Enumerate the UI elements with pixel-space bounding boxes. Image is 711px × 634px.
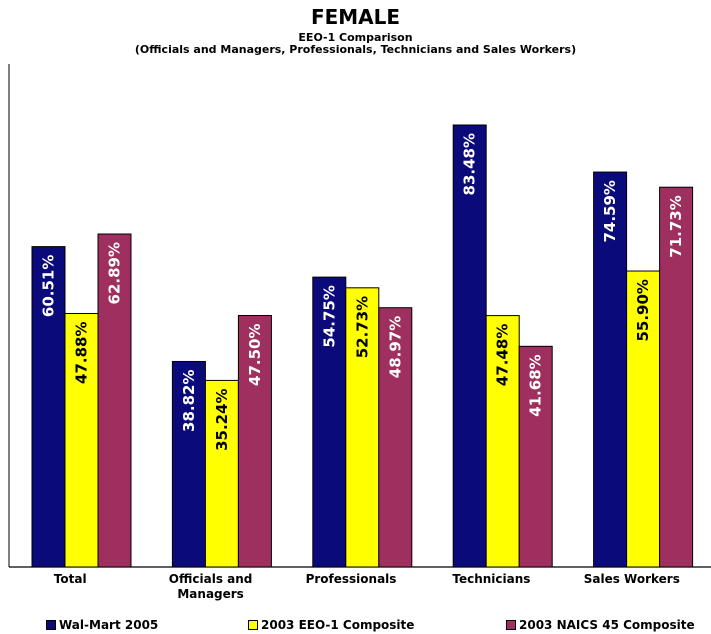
bar: [659, 186, 694, 568]
bar: [97, 233, 132, 568]
legend-swatch: [506, 620, 516, 630]
bar: [237, 315, 272, 568]
legend-item-eeo1-composite: 2003 EEO-1 Composite: [248, 618, 414, 632]
bar: [485, 315, 520, 568]
chart-subtitle: EEO-1 Comparison: [298, 31, 413, 44]
data-label: 74.59%: [601, 180, 619, 242]
legend-item-naics45-composite: 2003 NAICS 45 Composite: [506, 618, 695, 632]
bar: [31, 246, 66, 568]
x-tick-label: Managers: [177, 587, 243, 601]
x-tick-label: Officials and: [169, 572, 253, 586]
bar: [64, 312, 99, 568]
data-label: 38.82%: [180, 369, 198, 431]
bar: [626, 270, 661, 568]
data-label: 54.75%: [320, 285, 338, 347]
legend-label: 2003 EEO-1 Composite: [261, 618, 415, 632]
data-label: 41.68%: [527, 354, 545, 416]
bar: [378, 307, 413, 568]
legend-swatch: [46, 620, 56, 630]
bar: [204, 379, 239, 568]
legend-swatch: [248, 620, 258, 630]
legend-item-walmart-2005: Wal-Mart 2005: [46, 618, 158, 632]
legend-label: Wal-Mart 2005: [59, 618, 159, 632]
chart-title: FEMALE: [310, 5, 401, 29]
data-label: 71.73%: [667, 195, 685, 257]
x-tick-label: Professionals: [306, 572, 397, 586]
x-tick-label: Technicians: [452, 572, 530, 586]
data-label: 60.51%: [40, 255, 58, 317]
data-label: 62.89%: [106, 242, 124, 304]
data-label: 83.48%: [461, 133, 479, 195]
bar: [593, 171, 628, 568]
data-label: 48.97%: [386, 316, 404, 378]
data-label: 55.90%: [634, 279, 652, 341]
data-label: 47.48%: [494, 324, 512, 386]
legend: Wal-Mart 2005 2003 EEO-1 Composite 2003 …: [0, 618, 711, 634]
data-label: 35.24%: [213, 388, 231, 450]
data-label: 47.88%: [73, 321, 91, 383]
bar: [171, 360, 206, 568]
x-tick-label: Sales Workers: [584, 572, 680, 586]
chart-subtitle-detail: (Officials and Managers, Professionals, …: [134, 43, 577, 56]
bar: [518, 345, 553, 568]
data-label: 52.73%: [353, 296, 371, 358]
x-tick-label: Total: [54, 572, 87, 586]
legend-label: 2003 NAICS 45 Composite: [519, 618, 695, 632]
data-label: 47.50%: [246, 324, 264, 386]
